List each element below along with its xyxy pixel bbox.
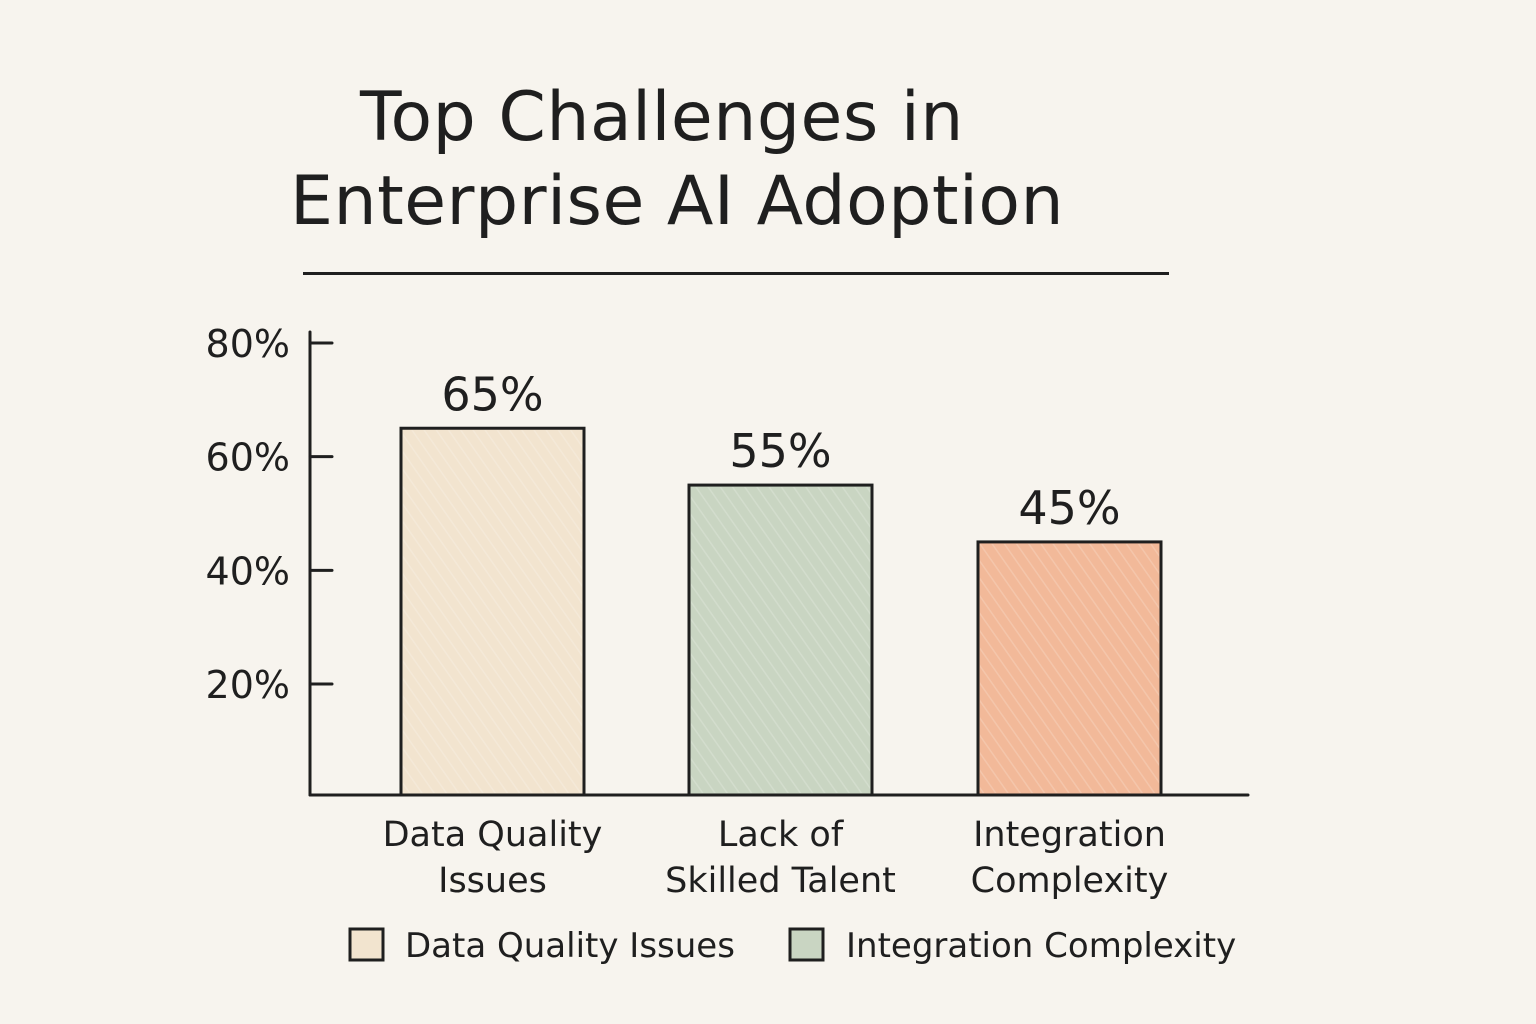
bar-texture <box>691 487 870 793</box>
chart-title: Top Challenges in Enterprise AI Adoption <box>290 76 1190 244</box>
x-tick-label: Issues <box>438 861 547 901</box>
x-tick-label: Lack of <box>718 815 844 855</box>
bar-group-2 <box>976 540 1163 797</box>
bar-group-1 <box>687 483 874 797</box>
x-tick-label: Complexity <box>971 861 1169 901</box>
x-tick-label: Integration <box>973 815 1166 855</box>
y-tick-label: 40% <box>206 549 290 593</box>
legend-item: Integration Complexity <box>788 926 1236 966</box>
bar-texture <box>980 543 1159 793</box>
chart-title-line-1: Top Challenges in <box>360 78 964 157</box>
title-underline <box>303 272 1169 275</box>
bar-value-label: 55% <box>729 424 831 478</box>
legend-label: Data Quality Issues <box>405 926 735 966</box>
y-tick-label: 80% <box>206 322 290 366</box>
bar-texture <box>403 430 582 793</box>
x-tick-label: Skilled Talent <box>665 861 896 901</box>
chart-title-line-2: Enterprise AI Adoption <box>290 162 1065 241</box>
legend-swatch <box>788 927 825 962</box>
y-tick-label: 20% <box>206 663 290 707</box>
bar-value-label: 45% <box>1018 481 1120 535</box>
legend-item: Data Quality Issues <box>348 926 735 966</box>
y-tick-label: 60% <box>206 436 290 480</box>
legend-label: Integration Complexity <box>846 926 1236 966</box>
x-tick-label: Data Quality <box>383 815 603 855</box>
legend-swatch <box>348 927 385 962</box>
bar-group-0 <box>399 426 586 797</box>
bar-value-label: 65% <box>441 367 543 421</box>
